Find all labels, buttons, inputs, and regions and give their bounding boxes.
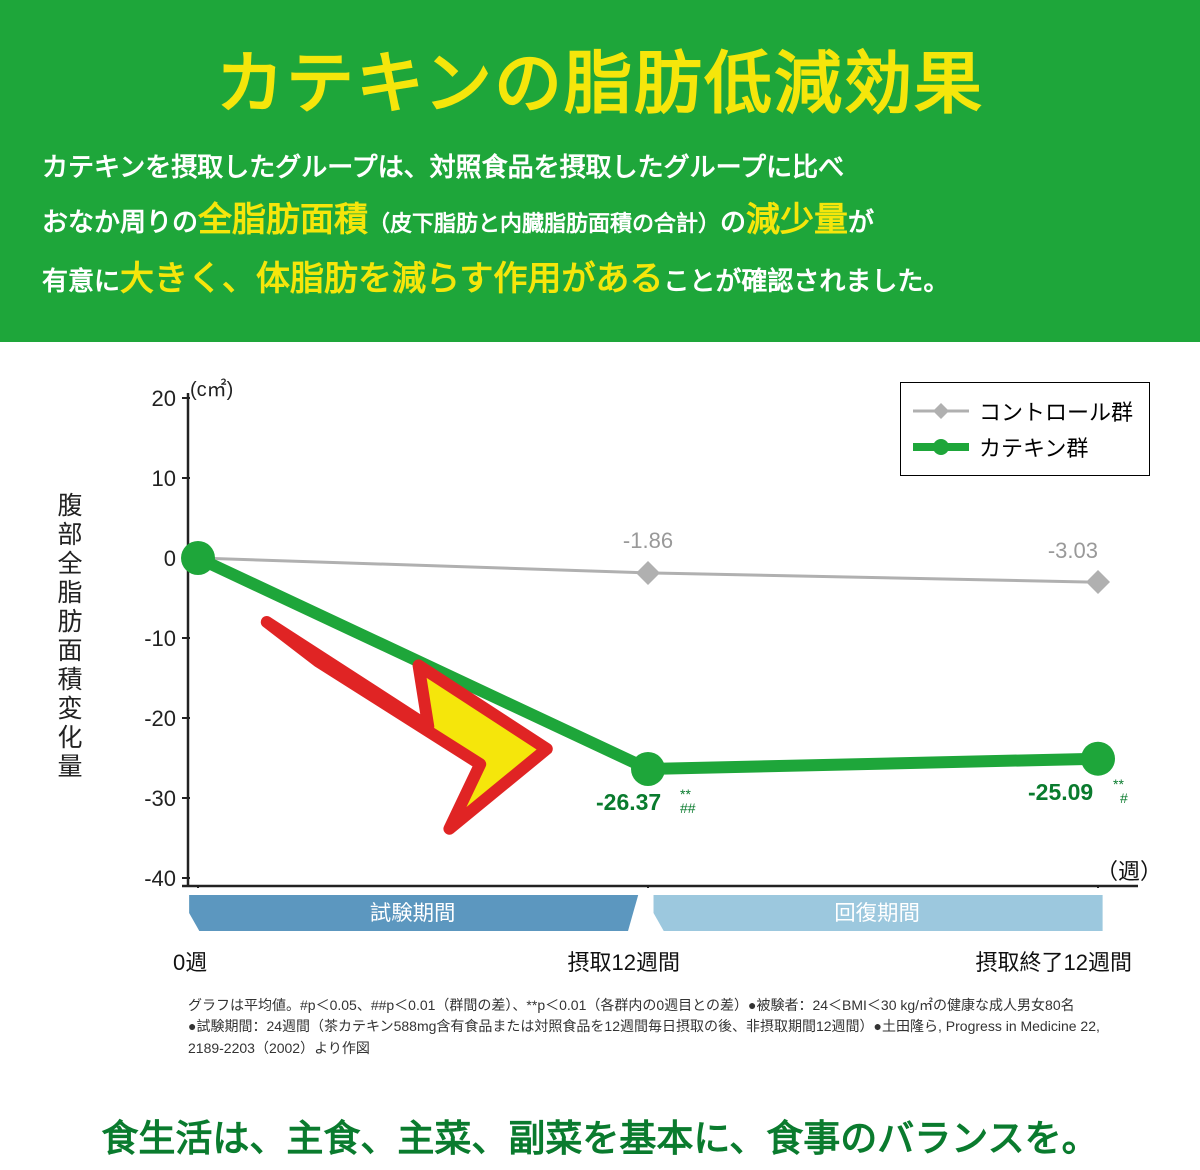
footnote-1: グラフは平均値。#p＜0.05、##p＜0.01（群間の差）、**p＜0.01（… xyxy=(188,995,1122,1017)
desc-3c: ことが確認されました。 xyxy=(663,266,949,296)
chart-area: 腹部全脂肪面積変化量 コントロール群 カテキン群 (c㎡) 20 1 xyxy=(0,342,1200,1060)
period-bars-svg: 試験期間 回復期間 xyxy=(183,895,1122,937)
desc-2c: （皮下脂肪と内臓脂肪面積の合計） xyxy=(368,211,720,236)
y-unit-label: (c㎡) xyxy=(190,378,233,401)
x-labels: 0週 摂取12週間 摂取終了12週間 xyxy=(173,945,1132,977)
legend-control: コントロール群 xyxy=(913,393,1133,429)
main-title: カテキンの脂肪低減効果 xyxy=(32,28,1168,127)
desc-3b: 大きく、体脂肪を減らす作用がある xyxy=(120,260,663,298)
bottom-message: 食生活は、主食、主菜、副菜を基本に、食事のバランスを。 xyxy=(0,1108,1200,1162)
legend-control-label: コントロール群 xyxy=(979,395,1133,427)
control-markers xyxy=(186,546,1110,594)
catechin-val-1: -26.37 xyxy=(596,789,661,815)
desc-2d: の xyxy=(720,207,746,237)
legend-catechin: カテキン群 xyxy=(913,429,1133,465)
desc-1a: カテキンを摂取したグループは、対照食品を摂取したグループに比べ xyxy=(42,152,844,182)
ytick-n20: -20 xyxy=(144,706,176,731)
x-unit-label: （週） xyxy=(1096,854,1162,886)
catechin-sig-1b: ## xyxy=(680,800,696,816)
description-text: カテキンを摂取したグループは、対照食品を摂取したグループに比べ おなか周りの全脂… xyxy=(32,145,1168,310)
footnotes: グラフは平均値。#p＜0.05、##p＜0.01（群間の差）、**p＜0.01（… xyxy=(188,995,1122,1060)
control-val-2: -3.03 xyxy=(1048,538,1098,563)
header-block: カテキンの脂肪低減効果 カテキンを摂取したグループは、対照食品を摂取したグループ… xyxy=(0,0,1200,342)
period-bars: 試験期間 回復期間 xyxy=(183,895,1122,937)
ytick-n30: -30 xyxy=(144,786,176,811)
xlabel-1: 摂取12週間 xyxy=(567,945,679,977)
control-val-1: -1.86 xyxy=(623,528,673,553)
ytick-n40: -40 xyxy=(144,866,176,888)
legend-catechin-label: カテキン群 xyxy=(979,431,1088,463)
desc-2a: おなか周りの xyxy=(42,207,198,237)
period-2-label: 回復期間 xyxy=(834,901,920,925)
xlabel-0: 0週 xyxy=(173,945,207,977)
ytick-20: 20 xyxy=(152,386,176,411)
xlabel-2: 摂取終了12週間 xyxy=(976,945,1132,977)
legend: コントロール群 カテキン群 xyxy=(900,382,1150,476)
period-1-label: 試験期間 xyxy=(370,901,456,925)
catechin-val-2: -25.09 xyxy=(1028,779,1093,805)
y-ticks: 20 10 0 -10 -20 -30 -40 xyxy=(144,386,176,888)
legend-control-marker-icon xyxy=(913,400,969,422)
desc-2e: 減少量 xyxy=(746,201,848,239)
ytick-0: 0 xyxy=(164,546,176,571)
y-axis-title: 腹部全脂肪面積変化量 xyxy=(50,492,86,782)
footnote-2: ●試験期間：24週間（茶カテキン588mg含有食品または対照食品を12週間毎日摂… xyxy=(188,1016,1122,1059)
catechin-sig-2b: # xyxy=(1120,790,1128,806)
ytick-n10: -10 xyxy=(144,626,176,651)
desc-3a: 有意に xyxy=(42,266,120,296)
ytick-10: 10 xyxy=(152,466,176,491)
desc-2b: 全脂肪面積 xyxy=(198,201,368,239)
desc-2f: が xyxy=(848,207,874,237)
legend-catechin-marker-icon xyxy=(913,436,969,458)
